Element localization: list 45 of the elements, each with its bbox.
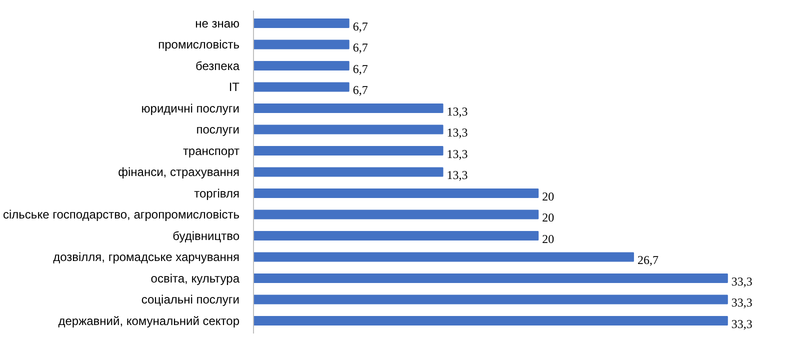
- y-tick-label: не знаю: [195, 16, 240, 30]
- data-label: 33,3: [731, 274, 752, 288]
- y-tick-label: послуги: [196, 122, 240, 136]
- y-tick-label: дозвілля, громадське харчування: [53, 250, 240, 264]
- y-tick-label: будівництво: [172, 228, 240, 243]
- data-label: 20: [542, 189, 554, 204]
- data-label: 6,7: [352, 83, 368, 97]
- data-label: 6,7: [352, 62, 368, 76]
- data-label: 33,3: [731, 296, 752, 310]
- bar: [254, 124, 444, 134]
- bar: [254, 167, 444, 177]
- y-tick-label: транспорт: [182, 144, 240, 158]
- bar: [254, 40, 350, 50]
- data-label: 6,7: [352, 40, 368, 54]
- data-label: 13,3: [446, 168, 468, 182]
- data-label: 33,3: [731, 316, 752, 331]
- data-label: 13,3: [446, 126, 468, 140]
- data-label: 26,7: [637, 253, 658, 267]
- data-label: 20: [542, 210, 554, 224]
- bar: [254, 231, 539, 240]
- data-label: 6,7: [352, 19, 368, 34]
- y-tick-label: IT: [228, 80, 240, 94]
- bar: [254, 146, 444, 156]
- y-tick-label: соціальні послуги: [141, 292, 240, 306]
- bar: [254, 104, 444, 113]
- bar: [254, 188, 539, 198]
- y-tick-label: освіта, культура: [150, 271, 240, 286]
- data-label: 13,3: [446, 146, 468, 161]
- y-tick-label: юридичні послуги: [141, 101, 240, 116]
- data-label: 13,3: [446, 104, 468, 118]
- y-tick-label: безпека: [195, 58, 240, 73]
- bar: [254, 274, 728, 283]
- y-tick-label: торгівля: [194, 186, 240, 200]
- y-tick-label: фінанси, страхування: [118, 165, 240, 179]
- y-tick-label: сільське господарство, агропромисловість: [3, 208, 240, 222]
- y-tick-label: державний, комунальний сектор: [58, 314, 240, 328]
- data-label: 20: [542, 232, 554, 246]
- bar: [254, 252, 634, 262]
- bar: [254, 18, 350, 28]
- bar: [254, 61, 350, 70]
- y-tick-label: промисловість: [158, 38, 240, 52]
- bar: [254, 294, 728, 304]
- bar: [254, 82, 350, 92]
- bar: [254, 316, 728, 326]
- bar: [254, 210, 539, 220]
